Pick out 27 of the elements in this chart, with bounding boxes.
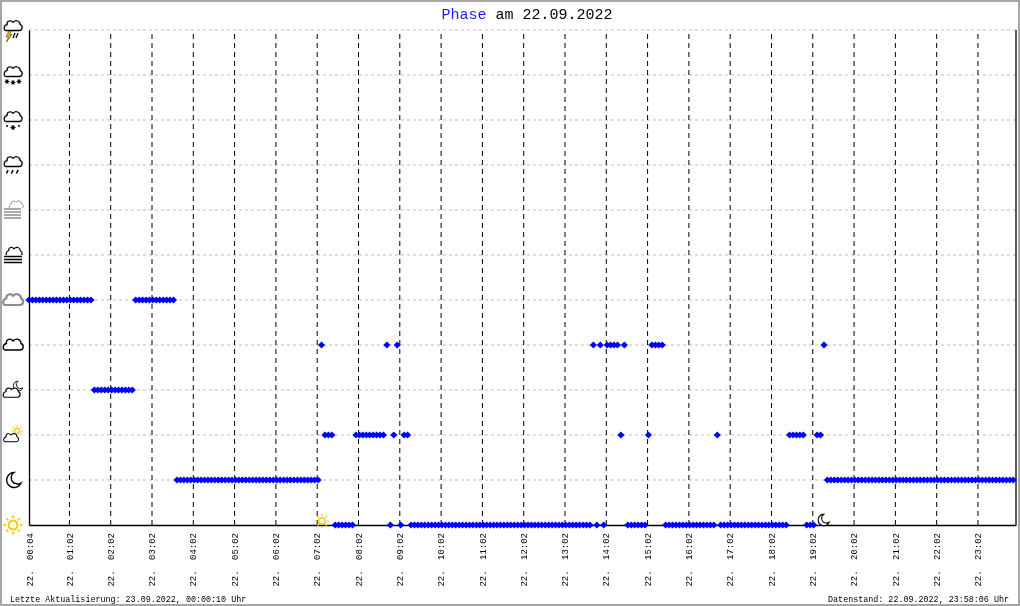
x-tick-label: 22. 13:02 [561,533,572,587]
x-tick-label: 22. 02:02 [106,533,117,587]
x-tick-label: 22. 12:02 [519,533,530,587]
chart-title: Phase am 22.09.2022 [441,7,613,24]
text: Letzte Aktualisierung: 23.09.2022, 00:00:10 Uhr [10,595,247,605]
x-tick-label: 22. 14:02 [602,533,613,587]
x-tick-label: 22. 04:02 [189,533,200,587]
x-tick-label: 22. 08:02 [354,533,365,587]
x-tick-label: 22. 20:02 [850,533,861,587]
x-tick-label: 22. 03:02 [148,533,159,587]
x-tick-label: 22. 15:02 [643,533,654,587]
x-tick-label: 22. 11:02 [478,533,489,587]
x-tick-label: 22. 18:02 [767,533,778,587]
x-tick-label: 22. 01:02 [65,533,76,587]
x-tick-label: 22. 10:02 [437,533,448,587]
x-tick-label: 22. 09:02 [395,533,406,587]
x-tick-label: 22. 19:02 [808,533,819,587]
x-tick-label: 22. 00:04 [25,533,36,587]
x-tick-label: 22. 07:02 [313,533,324,587]
x-tick-label: 22. 06:02 [272,533,283,587]
x-tick-label: 22. 21:02 [891,533,902,587]
x-tick-label: 22. 22:02 [932,533,943,587]
x-tick-label: 22. 16:02 [685,533,696,587]
x-tick-label: 22. 17:02 [726,533,737,587]
x-tick-label: 22. 23:02 [974,533,985,587]
text: Datenstand: 22.09.2022, 23:58:06 Uhr [828,595,1009,605]
x-tick-label: 22. 05:02 [230,533,241,587]
